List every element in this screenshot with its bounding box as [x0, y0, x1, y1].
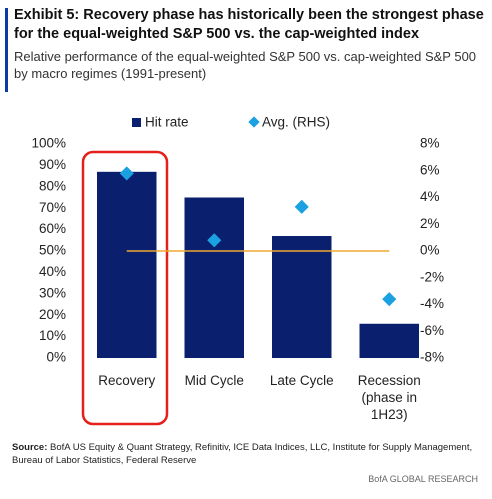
diamond-marker: [294, 199, 309, 214]
y2-tick-label: -8%: [420, 350, 444, 365]
y-tick-label: 60%: [39, 221, 66, 236]
y-tick-label: 30%: [39, 285, 66, 300]
diamond-marker: [382, 292, 397, 307]
y-tick-label: 100%: [31, 136, 66, 151]
legend-swatch: [248, 116, 260, 128]
bar: [272, 236, 332, 358]
chart-title: Exhibit 5: Recovery phase has historical…: [14, 7, 484, 42]
y2-tick-label: -6%: [420, 323, 444, 338]
y-tick-label: 40%: [39, 264, 66, 279]
accent-bar: [5, 8, 8, 92]
y2-tick-label: -4%: [420, 296, 444, 311]
y-tick-label: 80%: [39, 178, 66, 193]
y2-tick-label: 8%: [420, 136, 440, 151]
y-tick-label: 70%: [39, 200, 66, 215]
x-tick-label: Recession (phase in 1H23): [357, 373, 421, 422]
y-tick-label: 90%: [39, 157, 66, 172]
y2-tick-label: 4%: [420, 189, 440, 204]
source: Source: BofA US Equity & Quant Strategy,…: [12, 441, 482, 467]
y-tick-label: 10%: [39, 328, 66, 343]
y-tick-label: 0%: [46, 350, 66, 365]
bar: [97, 171, 157, 358]
y2-tick-label: 0%: [420, 243, 440, 258]
y2-tick-label: 6%: [420, 162, 440, 177]
y2-tick-label: 2%: [420, 216, 440, 231]
y-tick-label: 20%: [39, 307, 66, 322]
bar: [359, 323, 419, 358]
y2-tick-label: -2%: [420, 269, 444, 284]
bar: [184, 197, 244, 358]
highlight-box: [81, 150, 169, 426]
diamond-marker: [207, 233, 222, 248]
legend-label: Avg. (RHS): [262, 115, 330, 130]
x-tick-label: Recovery: [98, 373, 156, 388]
legend-label: Hit rate: [145, 115, 189, 130]
y-tick-label: 50%: [39, 243, 66, 258]
chart-subtitle: Relative performance of the equal-weight…: [14, 49, 477, 81]
x-tick-label: Late Cycle: [269, 373, 334, 388]
source-text: BofA US Equity & Quant Strategy, Refinit…: [12, 442, 473, 466]
source-label: Source:: [12, 442, 48, 453]
footer: BofA GLOBAL RESEARCH: [368, 474, 478, 484]
legend-swatch: [132, 118, 141, 127]
x-tick-label: Mid Cycle: [184, 373, 244, 388]
